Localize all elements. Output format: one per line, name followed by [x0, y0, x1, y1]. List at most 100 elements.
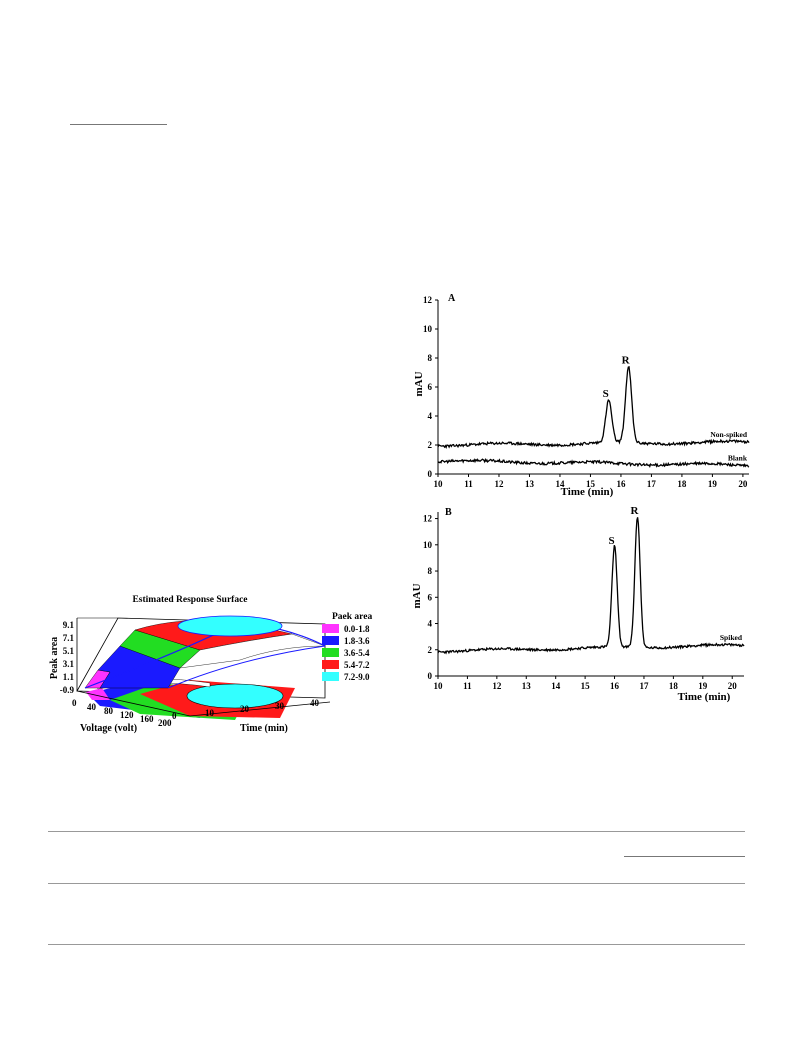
chromatogram-b: 10 11 12 13 14 15 16 17 18 19 20 0 2 4 6 8 10 12 Spiked S R…: [412, 505, 745, 703]
trace-non-spiked: [437, 366, 750, 449]
x-tick-label: 11: [464, 479, 473, 489]
chromatogram-a-panel-label: A: [448, 293, 456, 304]
surface-legend-swatch-red: [322, 660, 339, 669]
surface-top-cyan: [177, 615, 283, 637]
series-label: Non-spiked: [710, 430, 748, 439]
surface-legend-label: 0.0-1.8: [344, 624, 370, 634]
surface-z-tick: 1.1: [63, 672, 75, 682]
surface-z-tick: 7.1: [63, 633, 75, 643]
surface-legend-label: 3.6-5.4: [344, 648, 370, 658]
y-tick-label: 8: [428, 566, 433, 576]
surface-y-tick: 30: [275, 701, 285, 711]
y-tick-label: 2: [428, 645, 433, 655]
surface-y-label: Time (min): [240, 723, 288, 734]
surface-z-tick: 5.1: [63, 646, 75, 656]
surface-y-axis: [189, 701, 331, 717]
rule-table-mid: [48, 883, 745, 884]
surface-x-tick: 120: [120, 710, 134, 720]
y-tick-label: 6: [428, 592, 433, 602]
surface-legend-swatch-magenta: [322, 624, 339, 633]
y-tick-label: 6: [428, 382, 433, 392]
surface-title: Estimated Response Surface: [132, 595, 247, 605]
x-tick-label: 10: [434, 479, 444, 489]
y-tick-label: 10: [423, 324, 433, 334]
x-tick-label: 10: [434, 681, 444, 691]
surface-x-label: Voltage (volt): [80, 723, 137, 734]
y-tick-label: 4: [428, 619, 433, 629]
surface-x-tick: 200: [158, 718, 172, 728]
surface-legend-label: 7.2-9.0: [344, 672, 370, 682]
peak-label: S: [608, 535, 614, 547]
chromatogram-a-traces: Non-spiked S R Blank: [437, 355, 750, 468]
series-label: Spiked: [720, 633, 743, 642]
surface-z-tick: -0.9: [60, 685, 75, 695]
y-tick-label: 10: [423, 540, 433, 550]
x-tick-label: 20: [728, 681, 738, 691]
y-tick-label: 8: [428, 353, 433, 363]
surface-legend-swatch-cyan: [322, 672, 339, 681]
chromatogram-b-traces: Spiked S R: [437, 505, 745, 655]
y-tick-label: 4: [428, 411, 433, 421]
surface-y-tick: 0: [172, 711, 177, 721]
surface-legend: 0.0-1.8 1.8-3.6 3.6-5.4 5.4-7.2 7.2-9.0: [322, 624, 370, 682]
surface-edge-blue-2: [167, 645, 326, 689]
surface-z-label: Peak area: [49, 637, 60, 679]
surface-x-tick: 160: [140, 714, 154, 724]
x-tick-label: 15: [581, 681, 591, 691]
x-tick-label: 13: [525, 479, 535, 489]
surface-legend-swatch-green: [322, 648, 339, 657]
rule-top-short: [70, 124, 167, 125]
chromatogram-a-xlabel: Time (min): [561, 486, 614, 498]
surface-band-white: [179, 633, 326, 669]
chromatogram-a-axes: 10 11 12 13 14 15 16 17 18 19 20 0 2 4 6 8 10 12: [423, 295, 749, 489]
surface-legend-title: Paek area: [332, 612, 372, 622]
surface-z-tick: 9.1: [63, 620, 75, 630]
x-tick-label: 12: [492, 681, 502, 691]
chromatogram-a: 10 11 12 13 14 15 16 17 18 19 20 0 2 4 6 8 10 12 Non-spik…: [413, 293, 750, 498]
rule-table-bottom: [48, 944, 745, 945]
peak-label: R: [622, 355, 631, 367]
surface-x-tick: 80: [104, 706, 114, 716]
x-tick-label: 16: [616, 479, 626, 489]
chromatogram-b-xlabel: Time (min): [678, 691, 731, 703]
x-tick-label: 13: [522, 681, 532, 691]
surface-x-axis: [76, 690, 191, 717]
chromatogram-b-panel-label: B: [445, 507, 452, 518]
surface-z-tick: 3.1: [63, 659, 75, 669]
y-tick-label: 12: [423, 295, 433, 305]
surface-x-tick: 0: [72, 698, 77, 708]
chromatogram-a-ylabel: mAU: [413, 371, 425, 396]
trace-blank: [437, 457, 750, 468]
rule-table-top: [48, 831, 745, 832]
peak-label: S: [603, 388, 609, 400]
chromatogram-b-axes: 10 11 12 13 14 15 16 17 18 19 20 0 2 4 6 8 10 12: [423, 512, 744, 691]
surface-y-tick: 20: [240, 704, 250, 714]
x-tick-label: 19: [708, 479, 718, 489]
x-tick-label: 14: [551, 681, 561, 691]
x-tick-label: 12: [494, 479, 504, 489]
surface-x-tick: 40: [87, 702, 97, 712]
x-tick-label: 18: [677, 479, 687, 489]
x-tick-label: 15: [586, 479, 596, 489]
surface-legend-swatch-blue: [322, 636, 339, 645]
x-tick-label: 18: [669, 681, 679, 691]
y-tick-label: 2: [428, 440, 433, 450]
trace-spiked: [437, 517, 745, 655]
surface-legend-label: 5.4-7.2: [344, 660, 370, 670]
x-tick-label: 17: [647, 479, 657, 489]
peak-label: R: [631, 505, 640, 517]
surface-y-tick: 40: [310, 698, 320, 708]
x-tick-label: 14: [555, 479, 565, 489]
x-tick-label: 16: [610, 681, 620, 691]
surface-legend-label: 1.8-3.6: [344, 636, 370, 646]
surface-y-tick: 10: [205, 708, 215, 718]
x-tick-label: 11: [463, 681, 472, 691]
x-tick-label: 19: [698, 681, 708, 691]
chromatogram-b-ylabel: mAU: [412, 583, 423, 608]
y-tick-label: 12: [423, 514, 433, 524]
y-tick-label: 0: [428, 469, 433, 479]
response-surface-chart: Estimated Response Surface 9.1 7.1 5.1 3…: [49, 595, 372, 734]
surface-floor-contour-cyan: [186, 683, 284, 709]
x-tick-label: 17: [639, 681, 649, 691]
series-label: Blank: [728, 453, 748, 462]
